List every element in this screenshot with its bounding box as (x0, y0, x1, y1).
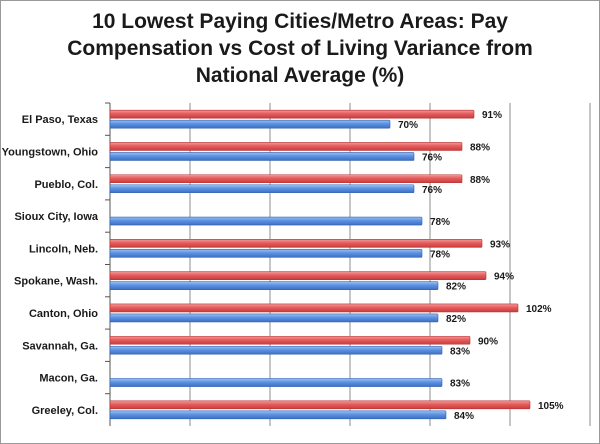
category-label: Savannah, Ga. (22, 340, 98, 352)
data-label: 88% (470, 175, 490, 186)
data-label: 78% (430, 217, 450, 228)
data-label: 91% (482, 110, 502, 121)
bar-cost-of-living (109, 249, 423, 258)
data-label: 78% (430, 249, 450, 260)
data-label: 83% (450, 346, 470, 357)
bar-cost-of-living (109, 184, 415, 194)
labels: El Paso, Texas 91% 70% Youngstown, Ohio 88% 7… (2, 110, 564, 422)
bar-cost-of-living (109, 281, 439, 290)
bar-cost-of-living (109, 378, 443, 387)
category-label: Spokane, Wash. (14, 276, 98, 288)
category-label: Lincoln, Neb. (29, 243, 98, 255)
chart-title-line-1: 10 Lowest Paying Cities/Metro Areas: Pay (92, 10, 508, 33)
bar-cost-of-living (109, 152, 415, 161)
bar-cost-of-living (109, 216, 423, 226)
bar-cost-of-living (109, 119, 391, 129)
data-label: 102% (526, 304, 552, 315)
category-label: Youngstown, Ohio (2, 146, 99, 158)
chart-title: 10 Lowest Paying Cities/Metro Areas: Pay… (0, 8, 600, 89)
bar-pay-compensation (109, 142, 463, 151)
data-label: 94% (494, 272, 514, 283)
data-label: 82% (446, 282, 466, 293)
chart-title-line-3: National Average (%) (195, 64, 405, 87)
category-label: Macon, Ga. (39, 373, 98, 385)
bar-cost-of-living (109, 345, 443, 355)
data-label: 93% (490, 239, 510, 250)
bar-pay-compensation (109, 271, 487, 280)
bar-pay-compensation (109, 174, 463, 184)
data-label: 90% (478, 336, 498, 347)
bar-pay-compensation (109, 239, 483, 248)
category-label: Greeley, Col. (32, 405, 98, 417)
data-label: 88% (470, 142, 490, 153)
category-label: Pueblo, Col. (34, 179, 98, 191)
data-label: 83% (450, 379, 470, 390)
bar-cost-of-living (109, 313, 439, 323)
bar-pay-compensation (109, 303, 519, 313)
bar-pay-compensation (109, 400, 531, 410)
gridlines (105, 102, 591, 426)
category-label: Sioux City, Iowa (14, 211, 98, 223)
bar-pay-compensation (109, 109, 475, 119)
bar-cost-of-living (109, 410, 447, 420)
data-label: 70% (398, 120, 418, 131)
data-label: 82% (446, 314, 466, 325)
data-label: 105% (538, 401, 564, 412)
category-label: El Paso, Texas (22, 114, 98, 126)
bars (109, 109, 531, 420)
category-label: Canton, Ohio (29, 308, 98, 320)
data-label: 76% (422, 152, 442, 163)
bar-pay-compensation (109, 335, 471, 345)
data-label: 76% (422, 185, 442, 196)
chart-title-line-2: Compensation vs Cost of Living Variance … (67, 37, 533, 60)
data-label: 84% (454, 411, 474, 422)
